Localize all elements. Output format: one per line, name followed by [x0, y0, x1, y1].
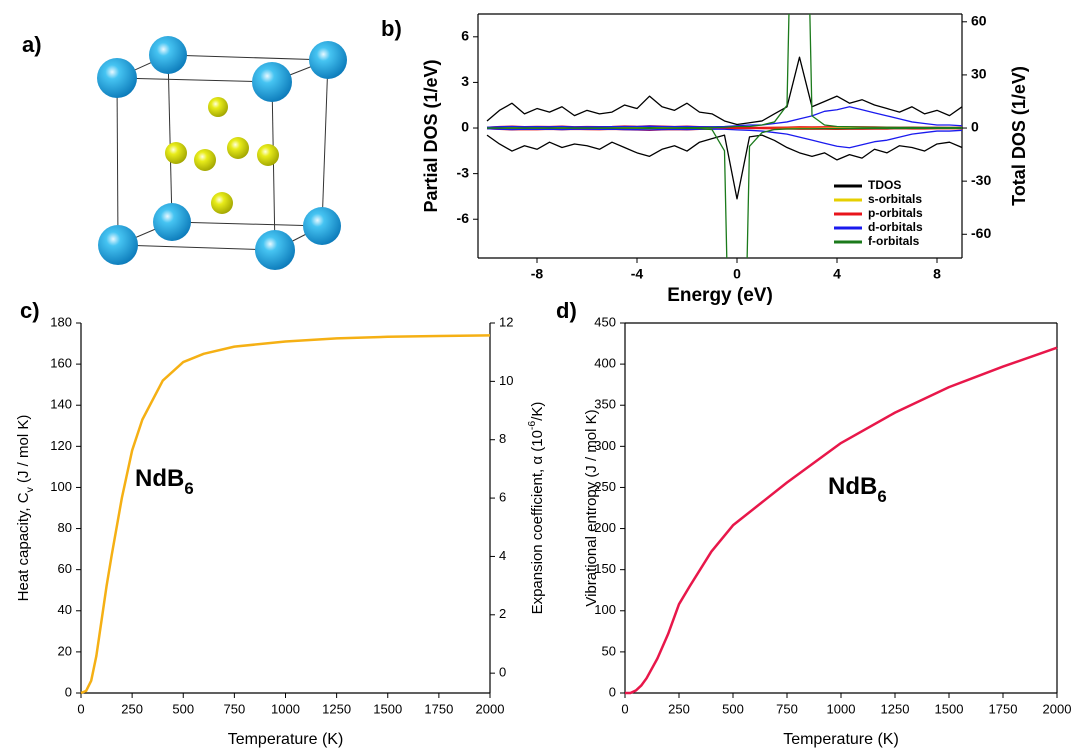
annotation: NdB6 — [828, 473, 887, 506]
y-tick-label: 3 — [461, 73, 469, 89]
crystal-structure — [97, 36, 347, 270]
legend-label: d-orbitals — [868, 220, 923, 234]
y-tick-label: 20 — [58, 643, 72, 658]
y-tick-label: 120 — [50, 438, 72, 453]
annotation-part: 6 — [877, 487, 886, 506]
y2-axis-label-part: -6 — [526, 421, 538, 430]
x-tick-label: 1000 — [827, 701, 856, 716]
y-tick-label: 0 — [65, 684, 72, 699]
y-axis-label-part: Partial DOS (1/eV) — [421, 59, 441, 212]
x-tick-label: 1250 — [322, 701, 351, 716]
y-axis-label-part: Vibrational entropy (J / mol K) — [583, 409, 600, 606]
y-tick-label: 140 — [50, 397, 72, 412]
y2-tick-label: 0 — [971, 119, 979, 135]
x-axis-label: Temperature (K) — [228, 731, 344, 748]
plot-area — [487, 0, 962, 736]
y2-tick-label: 0 — [499, 665, 506, 680]
y-axis-label: Heat capacity, Cv (J / mol K) — [15, 415, 36, 602]
y-tick-label: 6 — [461, 28, 469, 44]
legend-label: f-orbitals — [868, 234, 920, 248]
y-tick-label: 50 — [602, 643, 616, 658]
x-tick-label: 0 — [621, 701, 628, 716]
x-tick-label: 2000 — [476, 701, 505, 716]
x-tick-label: 750 — [224, 701, 246, 716]
y-tick-label: 0 — [609, 684, 616, 699]
y-tick-label: 100 — [50, 479, 72, 494]
x-tick-label: 1750 — [424, 701, 453, 716]
x-tick-label: 500 — [722, 701, 744, 716]
x-tick-label: 1500 — [935, 701, 964, 716]
x-tick-label: 500 — [172, 701, 194, 716]
y-tick-label: 450 — [594, 314, 616, 329]
y2-tick-label: 8 — [499, 431, 506, 446]
x-tick-label: -4 — [631, 266, 644, 282]
y2-tick-label: -30 — [971, 172, 991, 188]
panel-label: c) — [20, 298, 40, 323]
x-axis-label-part: Temperature (K) — [228, 731, 344, 748]
figure: a)b)c)d)-8-4048-6-3036-60-3003060Energy … — [0, 0, 1074, 750]
y2-axis-label: Total DOS (1/eV) — [1009, 66, 1029, 206]
x-tick-label: 1500 — [373, 701, 402, 716]
series-line — [625, 348, 1057, 693]
y2-tick-label: 12 — [499, 314, 513, 329]
x-tick-label: 1000 — [271, 701, 300, 716]
y2-tick-label: -60 — [971, 225, 991, 241]
y2-tick-label: 30 — [971, 66, 987, 82]
y-tick-label: 180 — [50, 314, 72, 329]
x-axis-label-part: Energy (eV) — [667, 285, 773, 306]
y-axis-label-part: (J / mol K) — [15, 415, 32, 488]
y2-tick-label: 10 — [499, 373, 513, 388]
legend-label: s-orbitals — [868, 192, 922, 206]
annotation-part: NdB — [135, 465, 184, 492]
x-axis-label-part: Temperature (K) — [783, 731, 899, 748]
y-tick-label: -6 — [457, 210, 470, 226]
y2-tick-label: 2 — [499, 606, 506, 621]
x-tick-label: 1750 — [989, 701, 1018, 716]
plot-area — [625, 348, 1057, 693]
y-tick-label: -3 — [457, 164, 470, 180]
y2-axis-label-part: Total DOS (1/eV) — [1009, 66, 1029, 206]
y2-axis-label-part: Expansion coefficient, α (10 — [529, 430, 546, 614]
series-line — [81, 335, 490, 693]
x-tick-label: 8 — [933, 266, 941, 282]
x-tick-label: 750 — [776, 701, 798, 716]
annotation-part: 6 — [184, 479, 193, 498]
legend-label: p-orbitals — [868, 206, 923, 220]
x-tick-label: -8 — [531, 266, 544, 282]
y-tick-label: 80 — [58, 520, 72, 535]
y-axis-label: Vibrational entropy (J / mol K) — [583, 409, 600, 606]
y-tick-label: 160 — [50, 356, 72, 371]
y-tick-label: 40 — [58, 602, 72, 617]
x-tick-label: 1250 — [881, 701, 910, 716]
y2-axis-label: Expansion coefficient, α (10-6/K) — [526, 402, 546, 615]
plot-area — [81, 335, 490, 693]
x-tick-label: 250 — [668, 701, 690, 716]
y-tick-label: 0 — [461, 119, 469, 135]
y2-tick-label: 60 — [971, 12, 987, 28]
x-tick-label: 250 — [121, 701, 143, 716]
x-axis-label: Temperature (K) — [783, 731, 899, 748]
panel-label: d) — [556, 298, 577, 323]
x-tick-label: 4 — [833, 266, 841, 282]
y-tick-label: 60 — [58, 561, 72, 576]
series-line — [487, 57, 962, 124]
y-tick-label: 400 — [594, 356, 616, 371]
x-tick-label: 0 — [733, 266, 741, 282]
annotation: NdB6 — [135, 465, 194, 498]
x-axis-label: Energy (eV) — [667, 285, 773, 306]
y2-tick-label: 6 — [499, 490, 506, 505]
y2-tick-label: 4 — [499, 548, 506, 563]
legend-label: TDOS — [868, 178, 901, 192]
x-tick-label: 0 — [77, 701, 84, 716]
y2-axis-label-part: /K) — [529, 402, 546, 421]
panel-label: a) — [22, 32, 42, 57]
y-axis-label: Partial DOS (1/eV) — [421, 59, 441, 212]
panel-label: b) — [381, 16, 402, 41]
annotation-part: NdB — [828, 473, 877, 500]
x-tick-label: 2000 — [1043, 701, 1072, 716]
y-axis-label-part: Heat capacity, C — [15, 492, 32, 601]
